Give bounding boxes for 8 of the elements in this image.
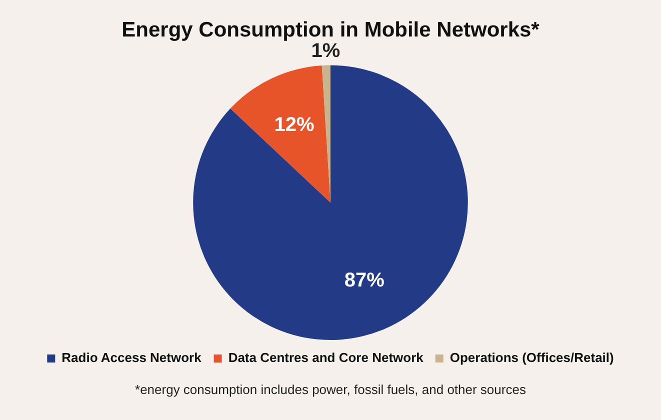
data-label: 12%	[274, 114, 314, 136]
data-label: 87%	[344, 269, 385, 292]
legend-label: Operations (Offices/Retail)	[450, 350, 614, 366]
chart-title: Energy Consumption in Mobile Networks*	[122, 18, 540, 42]
text: *energy consumption includes power, fossil fuels, and other sources	[134, 382, 527, 397]
data-label: 1%	[311, 40, 340, 62]
legend-label: Data Centres and Core Network	[228, 350, 424, 366]
legend-label: Radio Access Network	[62, 350, 202, 366]
